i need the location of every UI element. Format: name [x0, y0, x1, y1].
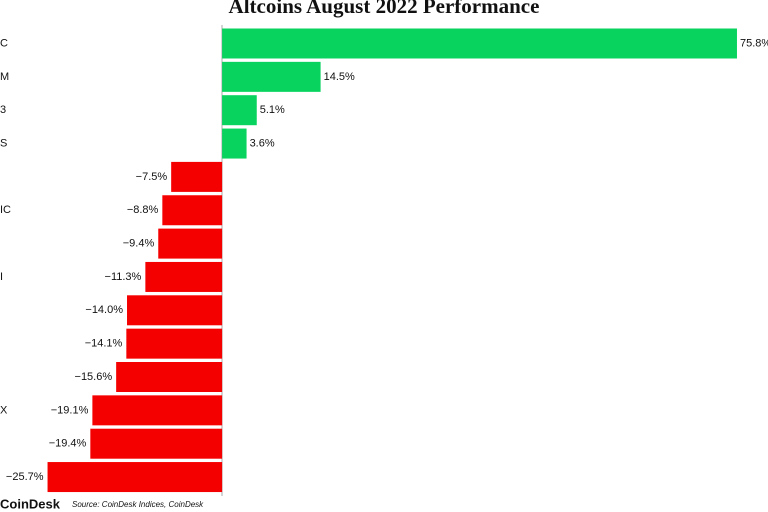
value-label: −25.7% — [6, 471, 44, 483]
bar — [171, 161, 223, 192]
value-label: −11.3% — [105, 271, 142, 283]
value-label: 75.8% — [740, 37, 768, 49]
bar — [47, 462, 223, 493]
bar — [162, 195, 223, 226]
bar — [222, 128, 247, 159]
category-label: M — [0, 71, 9, 83]
value-label: −14.0% — [85, 304, 123, 316]
bar — [222, 28, 737, 59]
bar — [92, 395, 223, 426]
bar — [127, 295, 223, 326]
value-label: −14.1% — [85, 338, 123, 350]
category-label: X — [0, 404, 8, 416]
value-label: −9.4% — [123, 238, 155, 250]
bar — [126, 328, 223, 359]
category-label: I — [0, 271, 3, 283]
value-label: −19.4% — [49, 438, 87, 450]
value-label: −7.5% — [136, 171, 168, 183]
value-label: −19.1% — [51, 404, 89, 416]
bar — [222, 61, 321, 92]
category-label: IC — [0, 204, 11, 216]
bar — [116, 362, 223, 392]
value-label: −8.8% — [127, 204, 159, 216]
brand: CoinDesk — [0, 496, 61, 511]
value-label: 14.5% — [324, 71, 355, 83]
category-label: 3 — [0, 104, 6, 116]
chart-title: Altcoins August 2022 Performance — [229, 0, 540, 18]
category-label: S — [0, 137, 7, 149]
source-note: Source: CoinDesk Indices, CoinDesk — [72, 500, 204, 509]
bar — [158, 228, 223, 259]
value-label: 5.1% — [260, 104, 285, 116]
bar — [145, 261, 223, 292]
value-label: −15.6% — [75, 371, 113, 383]
bar — [222, 95, 257, 126]
category-label: C — [0, 37, 8, 49]
bar — [90, 428, 223, 459]
value-label: 3.6% — [250, 137, 275, 149]
